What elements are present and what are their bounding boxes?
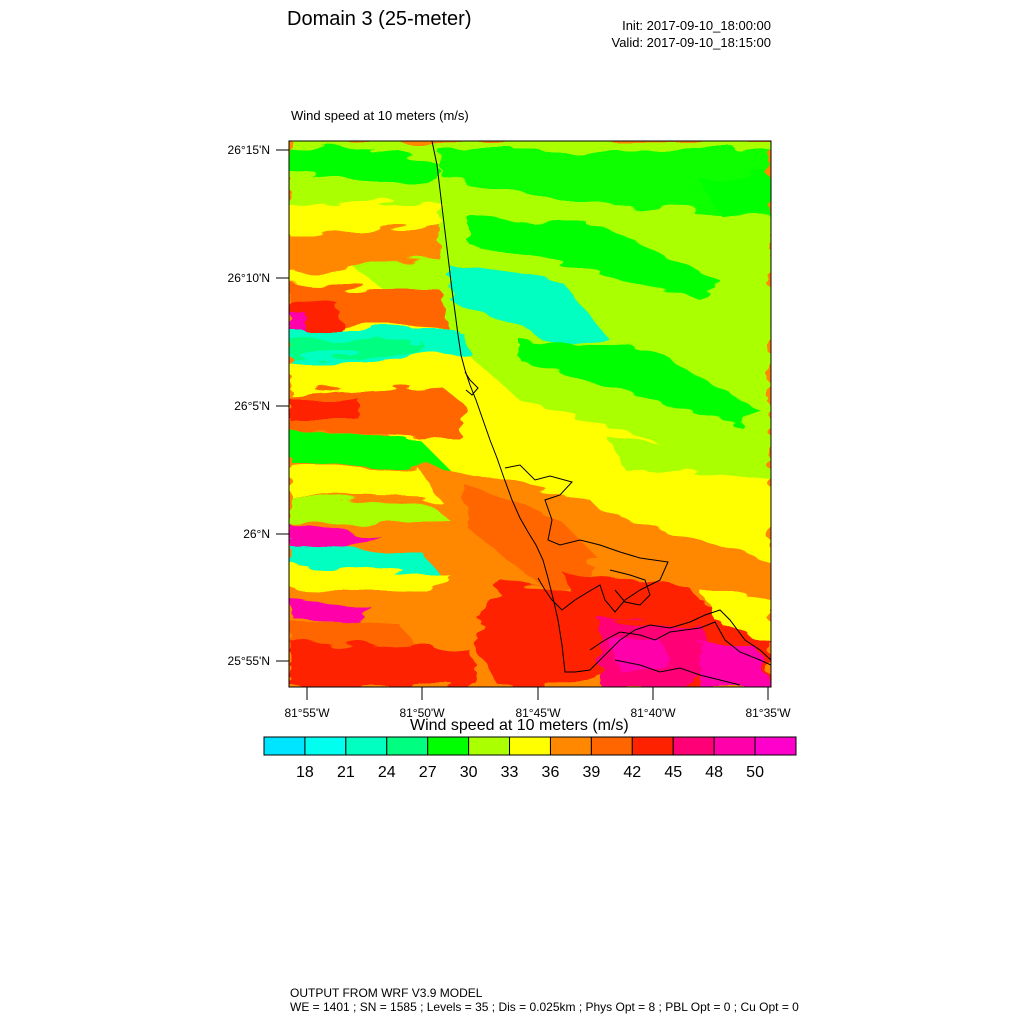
colorbar-swatch xyxy=(549,736,592,756)
model-info-footer: OUTPUT FROM WRF V3.9 MODEL WE = 1401 ; S… xyxy=(290,986,799,1014)
lat-ticks xyxy=(276,149,289,662)
colorbar-swatch xyxy=(263,736,306,756)
colorbar-label: 50 xyxy=(746,764,764,781)
colorbar-swatch xyxy=(468,736,511,756)
timestamp-block: Init: 2017-09-10_18:00:00 Valid: 2017-09… xyxy=(612,17,772,51)
colorbar-swatch xyxy=(631,736,674,756)
colorbar-swatch xyxy=(509,736,551,756)
page-title: Domain 3 (25-meter) xyxy=(287,8,472,30)
lon-ticks xyxy=(306,687,769,700)
colorbar-swatch xyxy=(672,736,715,756)
lat-label: 25°55'N xyxy=(227,654,270,668)
colorbar-label: 36 xyxy=(541,764,560,781)
colorbar-swatch xyxy=(754,736,797,756)
colorbar-label: 33 xyxy=(500,764,519,781)
colorbar-label: 18 xyxy=(296,764,314,781)
colorbar-swatch xyxy=(345,736,388,756)
lon-label: 81°55'W xyxy=(284,706,330,720)
colorbar-label: 30 xyxy=(459,764,478,781)
colorbar-swatch xyxy=(386,736,429,756)
colorbar-title: Wind speed at 10 meters (m/s) xyxy=(410,717,629,734)
lat-label: 26°10'N xyxy=(227,271,270,285)
model-version: OUTPUT FROM WRF V3.9 MODEL xyxy=(290,986,483,1000)
colorbar-label: 39 xyxy=(582,764,601,781)
colorbar-swatch xyxy=(713,736,756,756)
colorbar-label: 45 xyxy=(664,764,683,781)
init-time: Init: 2017-09-10_18:00:00 xyxy=(622,18,771,33)
wind-field xyxy=(289,141,771,687)
lat-label: 26°5'N xyxy=(234,399,270,413)
model-settings: WE = 1401 ; SN = 1585 ; Levels = 35 ; Di… xyxy=(290,1000,799,1014)
lon-label: 81°35'W xyxy=(745,706,791,720)
colorbar-swatch xyxy=(304,736,347,756)
colorbar-swatch xyxy=(590,736,633,756)
valid-time: Valid: 2017-09-10_18:15:00 xyxy=(611,35,772,50)
map-frame xyxy=(288,140,772,688)
colorbar-label: 27 xyxy=(418,764,437,781)
lat-label: 26°15'N xyxy=(227,143,270,157)
colorbar-swatch xyxy=(427,736,470,756)
lon-label: 81°40'W xyxy=(630,706,676,720)
lon-label: 81°50'W xyxy=(399,706,445,720)
colorbar-label: 48 xyxy=(705,764,724,781)
wind-speed-map xyxy=(276,140,772,700)
plot-title: Wind speed at 10 meters (m/s) xyxy=(291,108,469,123)
colorbar-label: 21 xyxy=(336,764,355,781)
lat-label: 26°N xyxy=(243,527,270,541)
colorbar xyxy=(263,736,797,756)
colorbar-label: 42 xyxy=(623,764,642,781)
lon-label: 81°45'W xyxy=(515,706,561,720)
colorbar-label: 24 xyxy=(377,764,396,781)
